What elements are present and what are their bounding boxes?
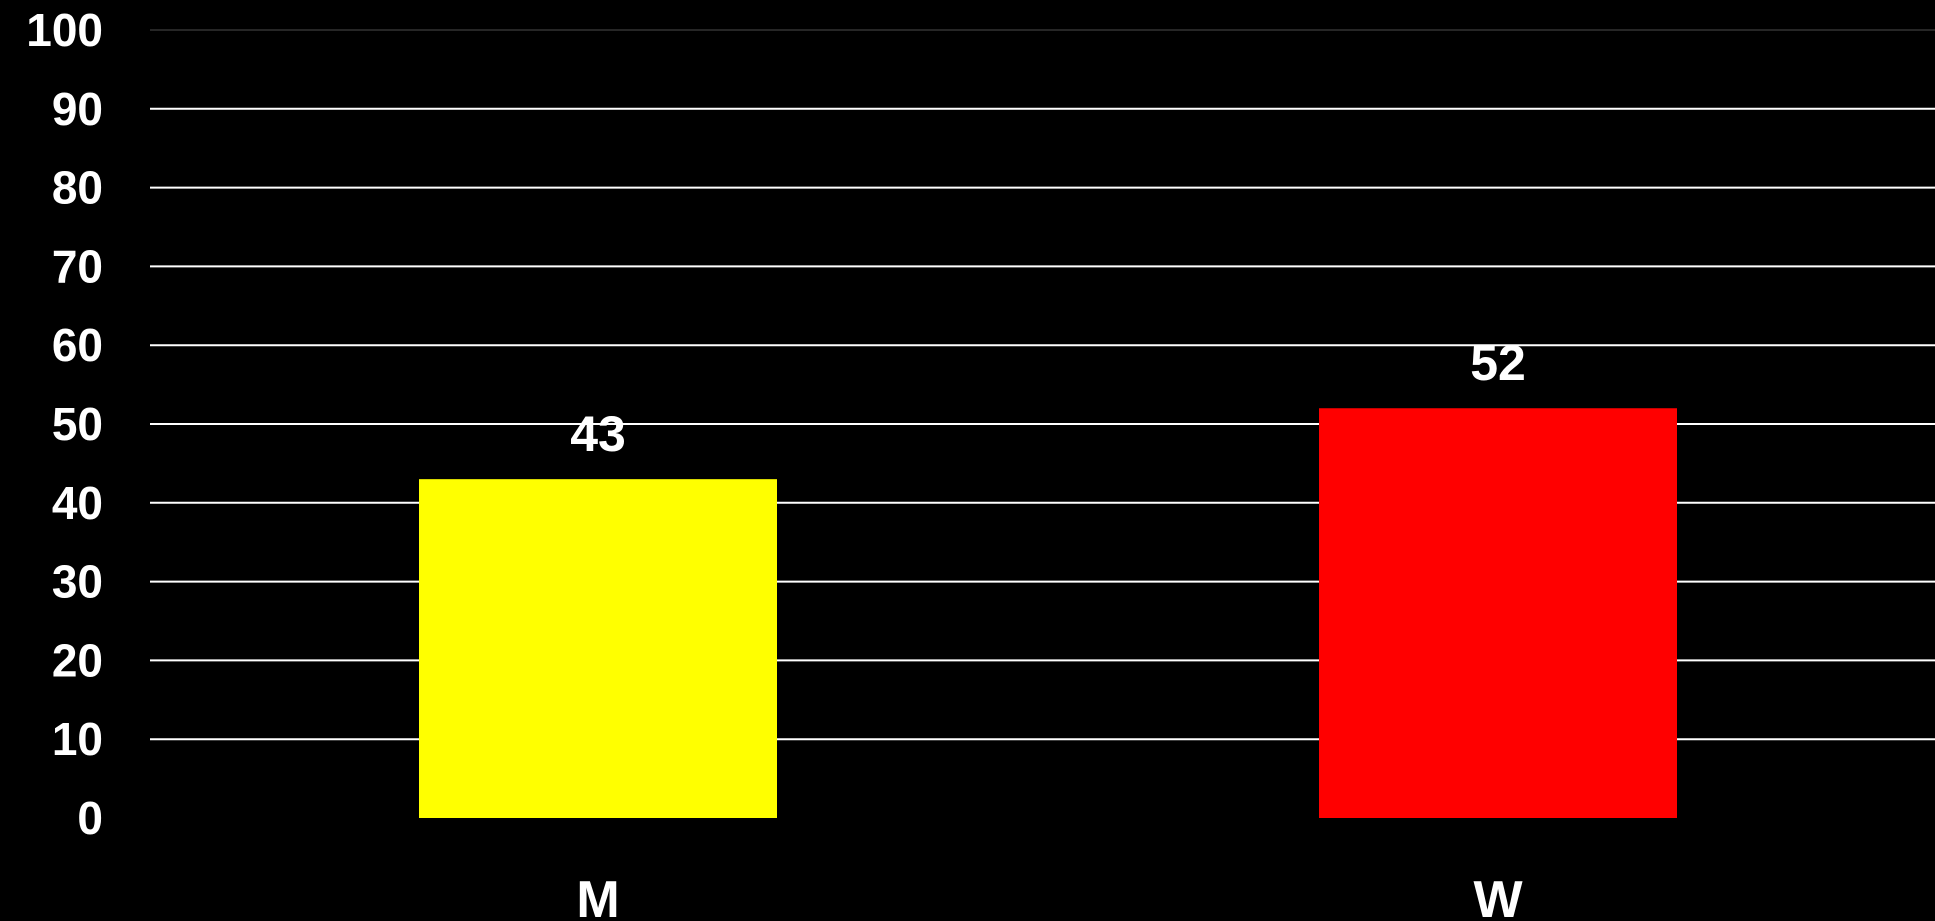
y-tick-label-100: 100 xyxy=(26,4,103,56)
category-label-w: W xyxy=(1473,871,1523,921)
bar-m xyxy=(419,479,777,818)
y-tick-label-30: 30 xyxy=(52,556,103,608)
y-tick-label-20: 20 xyxy=(52,634,103,686)
bar-w xyxy=(1319,408,1677,818)
y-tick-label-60: 60 xyxy=(52,319,103,371)
y-tick-label-40: 40 xyxy=(52,477,103,529)
data-labels: 43 52 xyxy=(570,335,1526,462)
y-tick-label-0: 0 xyxy=(77,792,103,844)
bars xyxy=(419,408,1677,818)
data-label-w: 52 xyxy=(1470,335,1526,391)
y-tick-label-80: 80 xyxy=(52,162,103,214)
y-tick-label-50: 50 xyxy=(52,398,103,450)
data-label-m: 43 xyxy=(570,406,626,462)
y-tick-label-10: 10 xyxy=(52,713,103,765)
y-tick-label-70: 70 xyxy=(52,240,103,292)
y-tick-label-90: 90 xyxy=(52,83,103,135)
category-label-m: M xyxy=(576,871,619,921)
y-axis-tick-labels: 0 10 20 30 40 50 60 70 80 90 100 xyxy=(26,4,103,844)
